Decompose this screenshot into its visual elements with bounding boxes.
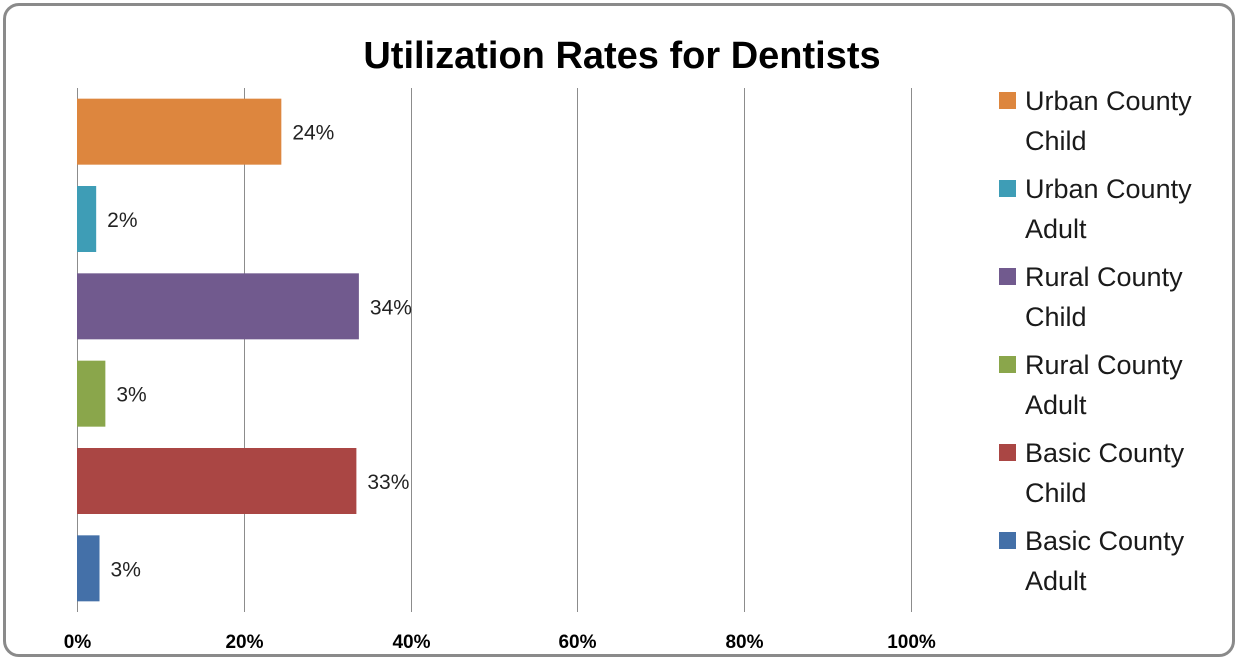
data-label-5: 3% xyxy=(111,558,141,581)
legend-item-5: Basic County Adult xyxy=(999,526,1185,596)
legend-swatch-3 xyxy=(999,356,1016,373)
legend-swatch-0 xyxy=(999,92,1016,109)
bars xyxy=(77,98,359,602)
legend-swatch-5 xyxy=(999,532,1016,549)
bar-0 xyxy=(77,98,282,165)
legend-swatch-1 xyxy=(999,180,1016,197)
data-label-2: 34% xyxy=(370,296,412,319)
legend-label-2: Rural County Child xyxy=(1025,262,1183,332)
x-tick-label-2: 40% xyxy=(392,632,430,653)
gridlines xyxy=(77,88,912,612)
legend-swatch-2 xyxy=(999,268,1016,285)
legend-item-3: Rural County Adult xyxy=(999,350,1183,420)
bar-2 xyxy=(77,273,359,340)
data-labels: 24% 2% 34% 3% 33% 3% xyxy=(107,122,412,582)
x-axis-ticks: 0% 20% 40% 60% 80% 100% xyxy=(64,632,936,653)
data-label-0: 24% xyxy=(292,122,334,145)
chart-title: Utilization Rates for Dentists xyxy=(363,35,880,77)
x-tick-label-0: 0% xyxy=(64,632,92,653)
legend-item-1: Urban County Adult xyxy=(999,174,1192,244)
legend-label-3: Rural County Adult xyxy=(1025,350,1183,420)
legend-label-4: Basic County Child xyxy=(1025,438,1185,508)
bar-3 xyxy=(77,360,106,427)
x-tick-label-3: 60% xyxy=(558,632,596,653)
x-tick-label-4: 80% xyxy=(725,632,763,653)
legend-item-4: Basic County Child xyxy=(999,438,1185,508)
legend-label-0: Urban County Child xyxy=(1025,86,1192,156)
legend-swatch-4 xyxy=(999,444,1016,461)
bar-4 xyxy=(77,448,357,514)
bar-1 xyxy=(77,186,97,252)
legend: Urban County Child Urban County Adult Rural … xyxy=(999,86,1192,596)
legend-item-2: Rural County Child xyxy=(999,262,1183,332)
data-label-3: 3% xyxy=(116,384,146,407)
legend-item-0: Urban County Child xyxy=(999,86,1192,156)
x-tick-label-1: 20% xyxy=(225,632,263,653)
bar-5 xyxy=(77,535,100,602)
data-label-1: 2% xyxy=(107,209,137,232)
data-label-4: 33% xyxy=(367,471,409,494)
x-tick-label-5: 100% xyxy=(887,632,936,653)
legend-label-1: Urban County Adult xyxy=(1025,174,1192,244)
legend-label-5: Basic County Adult xyxy=(1025,526,1185,596)
